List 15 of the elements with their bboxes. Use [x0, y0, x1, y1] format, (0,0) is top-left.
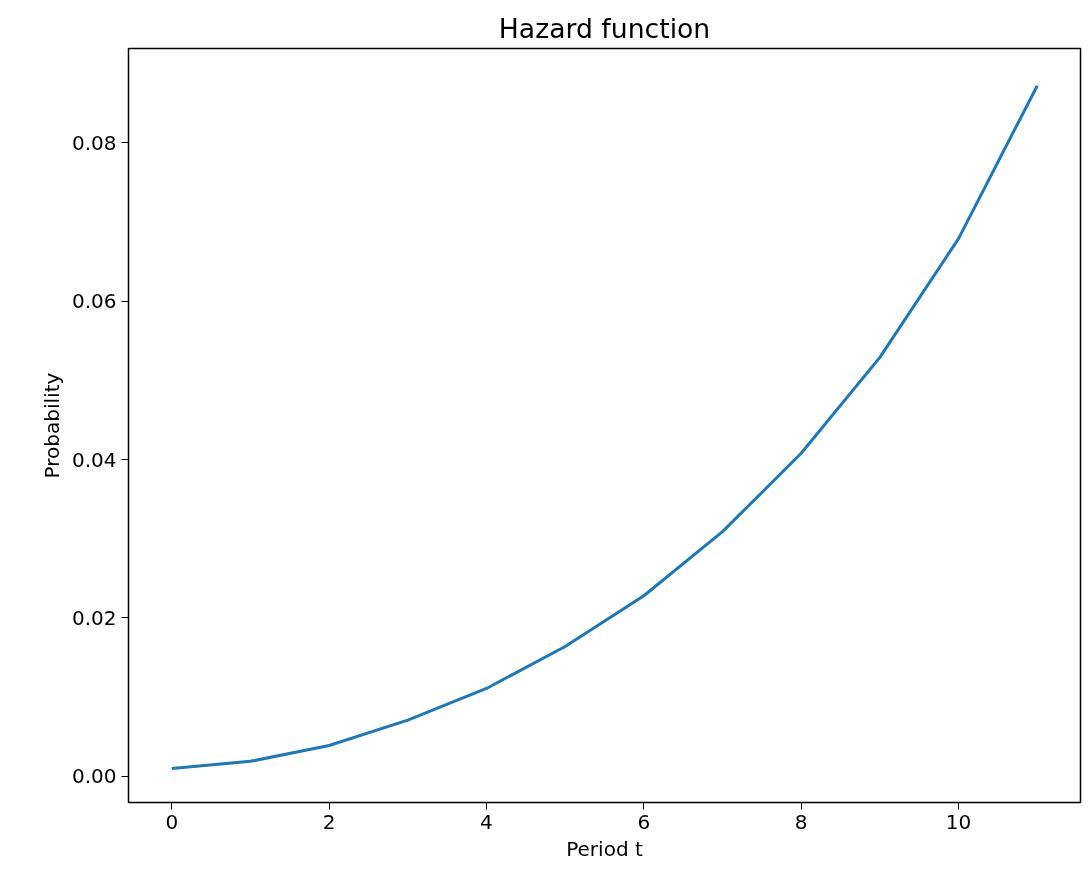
- y-axis-title: Probability: [39, 372, 64, 479]
- chart-title: Hazard function: [498, 12, 711, 44]
- y-tick-label: 0.08: [71, 130, 117, 155]
- y-tick-label: 0.00: [71, 764, 117, 789]
- x-tick-label: 4: [480, 809, 493, 834]
- x-tick-label: 2: [322, 809, 336, 834]
- line-series: [170, 84, 1039, 770]
- x-axis-title: Period t: [566, 836, 643, 861]
- x-tick-label: 10: [945, 809, 972, 834]
- x-tick-label: 8: [794, 809, 808, 834]
- y-tick-label: 0.04: [71, 447, 117, 472]
- y-tick-label: 0.06: [71, 289, 117, 314]
- x-tick-label: 6: [637, 809, 651, 834]
- x-tick-label: 0: [165, 809, 179, 834]
- y-tick-label: 0.02: [71, 605, 117, 630]
